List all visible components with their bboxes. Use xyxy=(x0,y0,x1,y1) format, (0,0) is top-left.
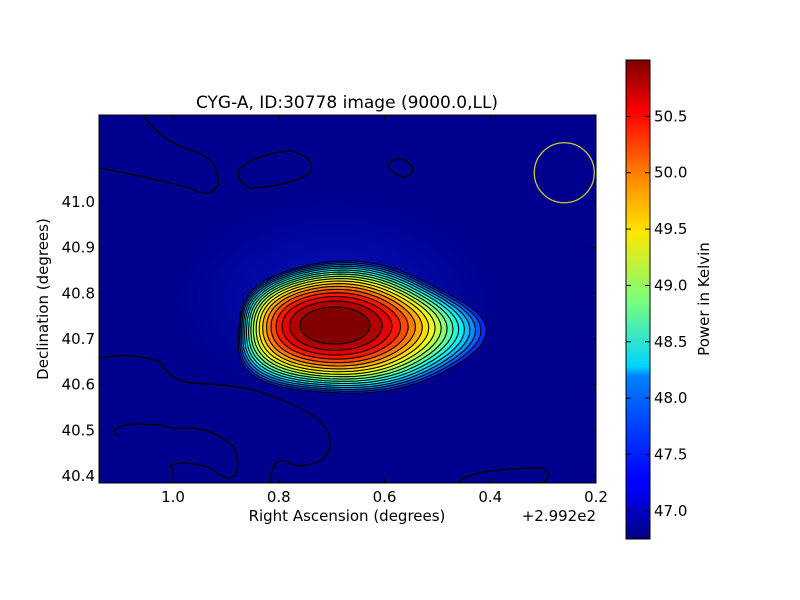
x-tick-label: 0.4 xyxy=(478,488,502,506)
y-tick-label: 40.8 xyxy=(62,284,95,302)
y-tick-label: 40.7 xyxy=(62,330,95,348)
x-axis-label: Right Ascension (degrees) xyxy=(249,507,446,525)
x-ticks: 1.0 0.8 0.6 0.4 0.2 xyxy=(161,115,608,506)
colorbar-tick-label: 47.0 xyxy=(654,502,687,520)
y-ticks: 40.4 40.5 40.6 40.7 40.8 40.9 41.0 xyxy=(62,193,596,485)
colorbar-ticks: 47.0 47.5 48.0 48.5 49.0 49.5 50.0 50.5 xyxy=(626,107,687,520)
beam-marker xyxy=(533,142,595,204)
plot-frame xyxy=(98,114,597,484)
colorbar-tick-label: 49.0 xyxy=(654,276,687,294)
colorbar-tick-label: 50.0 xyxy=(654,164,687,182)
colorbar-label: Power in Kelvin xyxy=(695,242,713,356)
y-tick-label: 40.5 xyxy=(62,421,95,439)
y-tick-label: 40.4 xyxy=(62,467,95,485)
x-tick-label: 0.2 xyxy=(584,488,608,506)
y-axis-label: Declination (degrees) xyxy=(34,218,52,380)
x-tick-label: 1.0 xyxy=(161,488,185,506)
x-tick-label: 0.8 xyxy=(267,488,291,506)
colorbar-tick-label: 48.0 xyxy=(654,389,687,407)
colorbar-tick-label: 50.5 xyxy=(654,107,687,125)
source-contours xyxy=(237,260,487,394)
chart-title: CYG-A, ID:30778 image (9000.0,LL) xyxy=(196,93,498,113)
noise-contours xyxy=(99,115,550,483)
colorbar-tick-label: 49.5 xyxy=(654,220,687,238)
x-offset-label: +2.992e2 xyxy=(522,507,596,525)
y-tick-label: 40.6 xyxy=(62,376,95,394)
colorbar-tick-label: 47.5 xyxy=(654,445,687,463)
y-tick-label: 41.0 xyxy=(62,193,95,211)
colorbar-gradient xyxy=(625,59,651,540)
colorbar: 47.0 47.5 48.0 48.5 49.0 49.5 50.0 50.5 Power i… xyxy=(625,59,713,540)
contour-level xyxy=(299,306,371,345)
y-tick-label: 40.9 xyxy=(62,239,95,257)
x-tick-label: 0.6 xyxy=(373,488,397,506)
colorbar-tick-label: 48.5 xyxy=(654,333,687,351)
